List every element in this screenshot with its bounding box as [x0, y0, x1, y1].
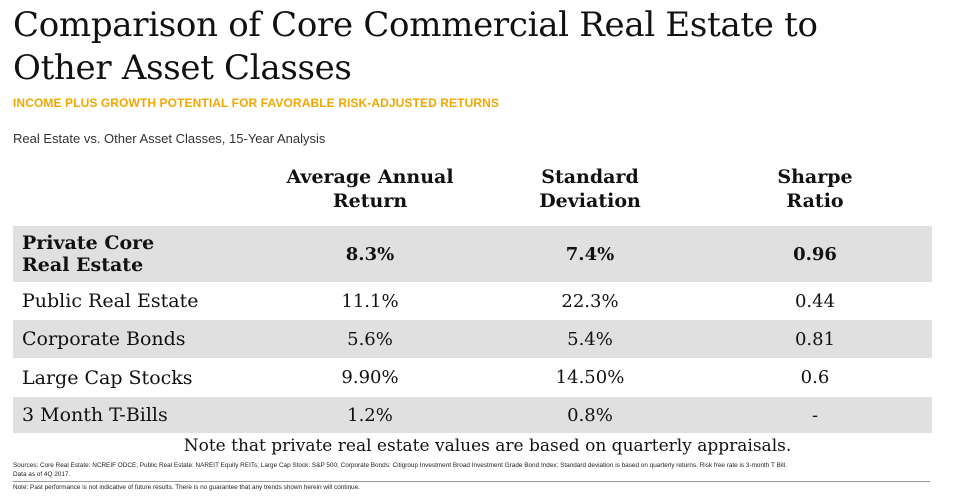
cell-std-dev: 14.50%	[555, 367, 625, 388]
column-header-line: Ratio	[786, 190, 844, 212]
cell-sharpe: 0.96	[793, 243, 837, 265]
column-header-line: Standard	[541, 166, 639, 188]
cell-std-dev: 0.8%	[567, 404, 613, 426]
column-header-line: Sharpe	[777, 166, 853, 188]
cell-sharpe: 0.6	[800, 367, 830, 388]
page-title: Comparison of Core Commercial Real Estat…	[13, 5, 818, 88]
column-header-standard-deviation: Standard Deviation	[505, 165, 675, 213]
cell-return: 1.2%	[347, 404, 393, 426]
row-label-line: Real Estate	[22, 254, 144, 276]
analysis-label: Real Estate vs. Other Asset Classes, 15-…	[13, 131, 326, 146]
table-row-3-month-t-bills: 3 Month T-Bills 1.2% 0.8% -	[13, 397, 932, 433]
row-label: Private Core Real Estate	[22, 226, 154, 282]
cell-std-dev: 5.4%	[567, 328, 613, 350]
column-header-line: Deviation	[539, 190, 641, 212]
cell-return: 5.6%	[347, 328, 393, 350]
divider	[13, 481, 930, 482]
cell-return: 8.3%	[345, 243, 395, 265]
row-label: 3 Month T-Bills	[22, 404, 168, 426]
cell-sharpe: 0.44	[794, 290, 836, 312]
table-row-private-core-real-estate: Private Core Real Estate 8.3% 7.4% 0.96	[13, 226, 932, 282]
cell-return: 9.90%	[341, 367, 399, 388]
cell-std-dev: 22.3%	[561, 290, 619, 312]
page-subtitle: INCOME PLUS GROWTH POTENTIAL FOR FAVORAB…	[13, 96, 499, 110]
column-header-line: Return	[332, 190, 408, 212]
row-label-line: Private Core	[22, 232, 155, 254]
row-label: Corporate Bonds	[22, 328, 186, 350]
footnote-sources: Sources: Core Real Estate: NCREIF ODCE; …	[13, 462, 787, 469]
row-label: Public Real Estate	[22, 290, 199, 312]
cell-sharpe: -	[811, 404, 819, 426]
table-row-public-real-estate: Public Real Estate 11.1% 22.3% 0.44	[13, 282, 932, 320]
footnote-data-date: Data as of 4Q 2017.	[13, 471, 71, 478]
cell-std-dev: 7.4%	[565, 243, 615, 265]
table-row-corporate-bonds: Corporate Bonds 5.6% 5.4% 0.81	[13, 320, 932, 358]
table-row-large-cap-stocks: Large Cap Stocks 9.90% 14.50% 0.6	[13, 358, 932, 397]
column-header-average-annual-return: Average Annual Return	[270, 165, 470, 213]
appraisal-note: Note that private real estate values are…	[183, 436, 792, 456]
cell-sharpe: 0.81	[794, 328, 836, 350]
column-header-line: Average Annual	[286, 166, 454, 188]
cell-return: 11.1%	[341, 290, 399, 312]
footnote-disclaimer: Note: Past performance is not indicative…	[13, 484, 360, 491]
row-label: Large Cap Stocks	[22, 366, 193, 389]
column-header-sharpe-ratio: Sharpe Ratio	[740, 165, 890, 213]
